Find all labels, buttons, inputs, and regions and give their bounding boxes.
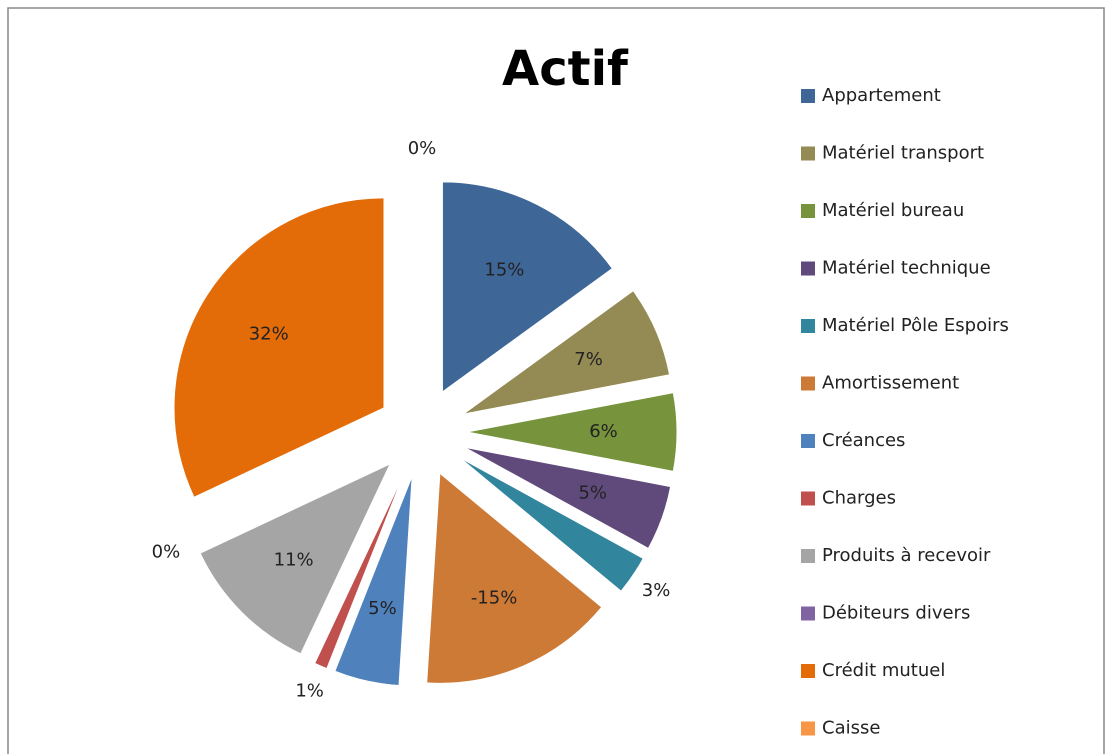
legend-swatch [801, 664, 815, 678]
legend-swatch [801, 434, 815, 448]
pie-slice [426, 472, 603, 684]
legend-label: Matériel Pôle Espoirs [822, 315, 1009, 336]
pie-slice [199, 462, 392, 655]
pie-slice [441, 181, 614, 393]
data-label: 15% [484, 259, 524, 280]
legend-label: Débiteurs divers [822, 603, 970, 624]
legend-swatch [801, 549, 815, 563]
legend-label: Charges [822, 488, 896, 509]
legend-label: Matériel bureau [822, 200, 964, 221]
data-label: 5% [368, 598, 397, 619]
pie-slice [173, 197, 385, 498]
data-label: 11% [274, 549, 314, 570]
data-label: 32% [249, 324, 289, 345]
data-label: 0% [408, 138, 437, 159]
data-label: 6% [589, 421, 618, 442]
legend-label: Créances [822, 430, 905, 451]
legend-swatch [801, 146, 815, 161]
legend-label: Caisse [822, 718, 880, 739]
legend-label: Appartement [822, 85, 941, 106]
legend-swatch [801, 261, 815, 276]
data-label: 7% [574, 349, 603, 370]
legend-label: Matériel transport [822, 143, 984, 164]
pie-slice [463, 289, 671, 415]
pie-slice [314, 473, 405, 670]
legend-swatch [801, 721, 815, 736]
legend-label: Amortissement [822, 373, 959, 394]
legend-swatch [801, 204, 815, 218]
legend-label: Produits à recevoir [822, 545, 991, 566]
data-label: 5% [578, 482, 607, 503]
data-label: -15% [471, 588, 518, 609]
legend-label: Crédit mutuel [822, 660, 945, 681]
data-label: 0% [152, 541, 181, 562]
legend-swatch [801, 491, 815, 506]
pie-slice [466, 392, 678, 472]
legend-swatch [801, 89, 815, 103]
legend-label: Matériel technique [822, 258, 991, 279]
legend-swatch [801, 606, 815, 621]
pie-slice [464, 446, 672, 550]
pie-slice [458, 456, 644, 592]
chart-title: Actif [502, 41, 629, 97]
data-label: 3% [642, 580, 671, 601]
pie-slice [334, 475, 413, 687]
legend-swatch [801, 319, 815, 333]
legend-swatch [801, 376, 815, 391]
data-label: 1% [295, 681, 324, 702]
